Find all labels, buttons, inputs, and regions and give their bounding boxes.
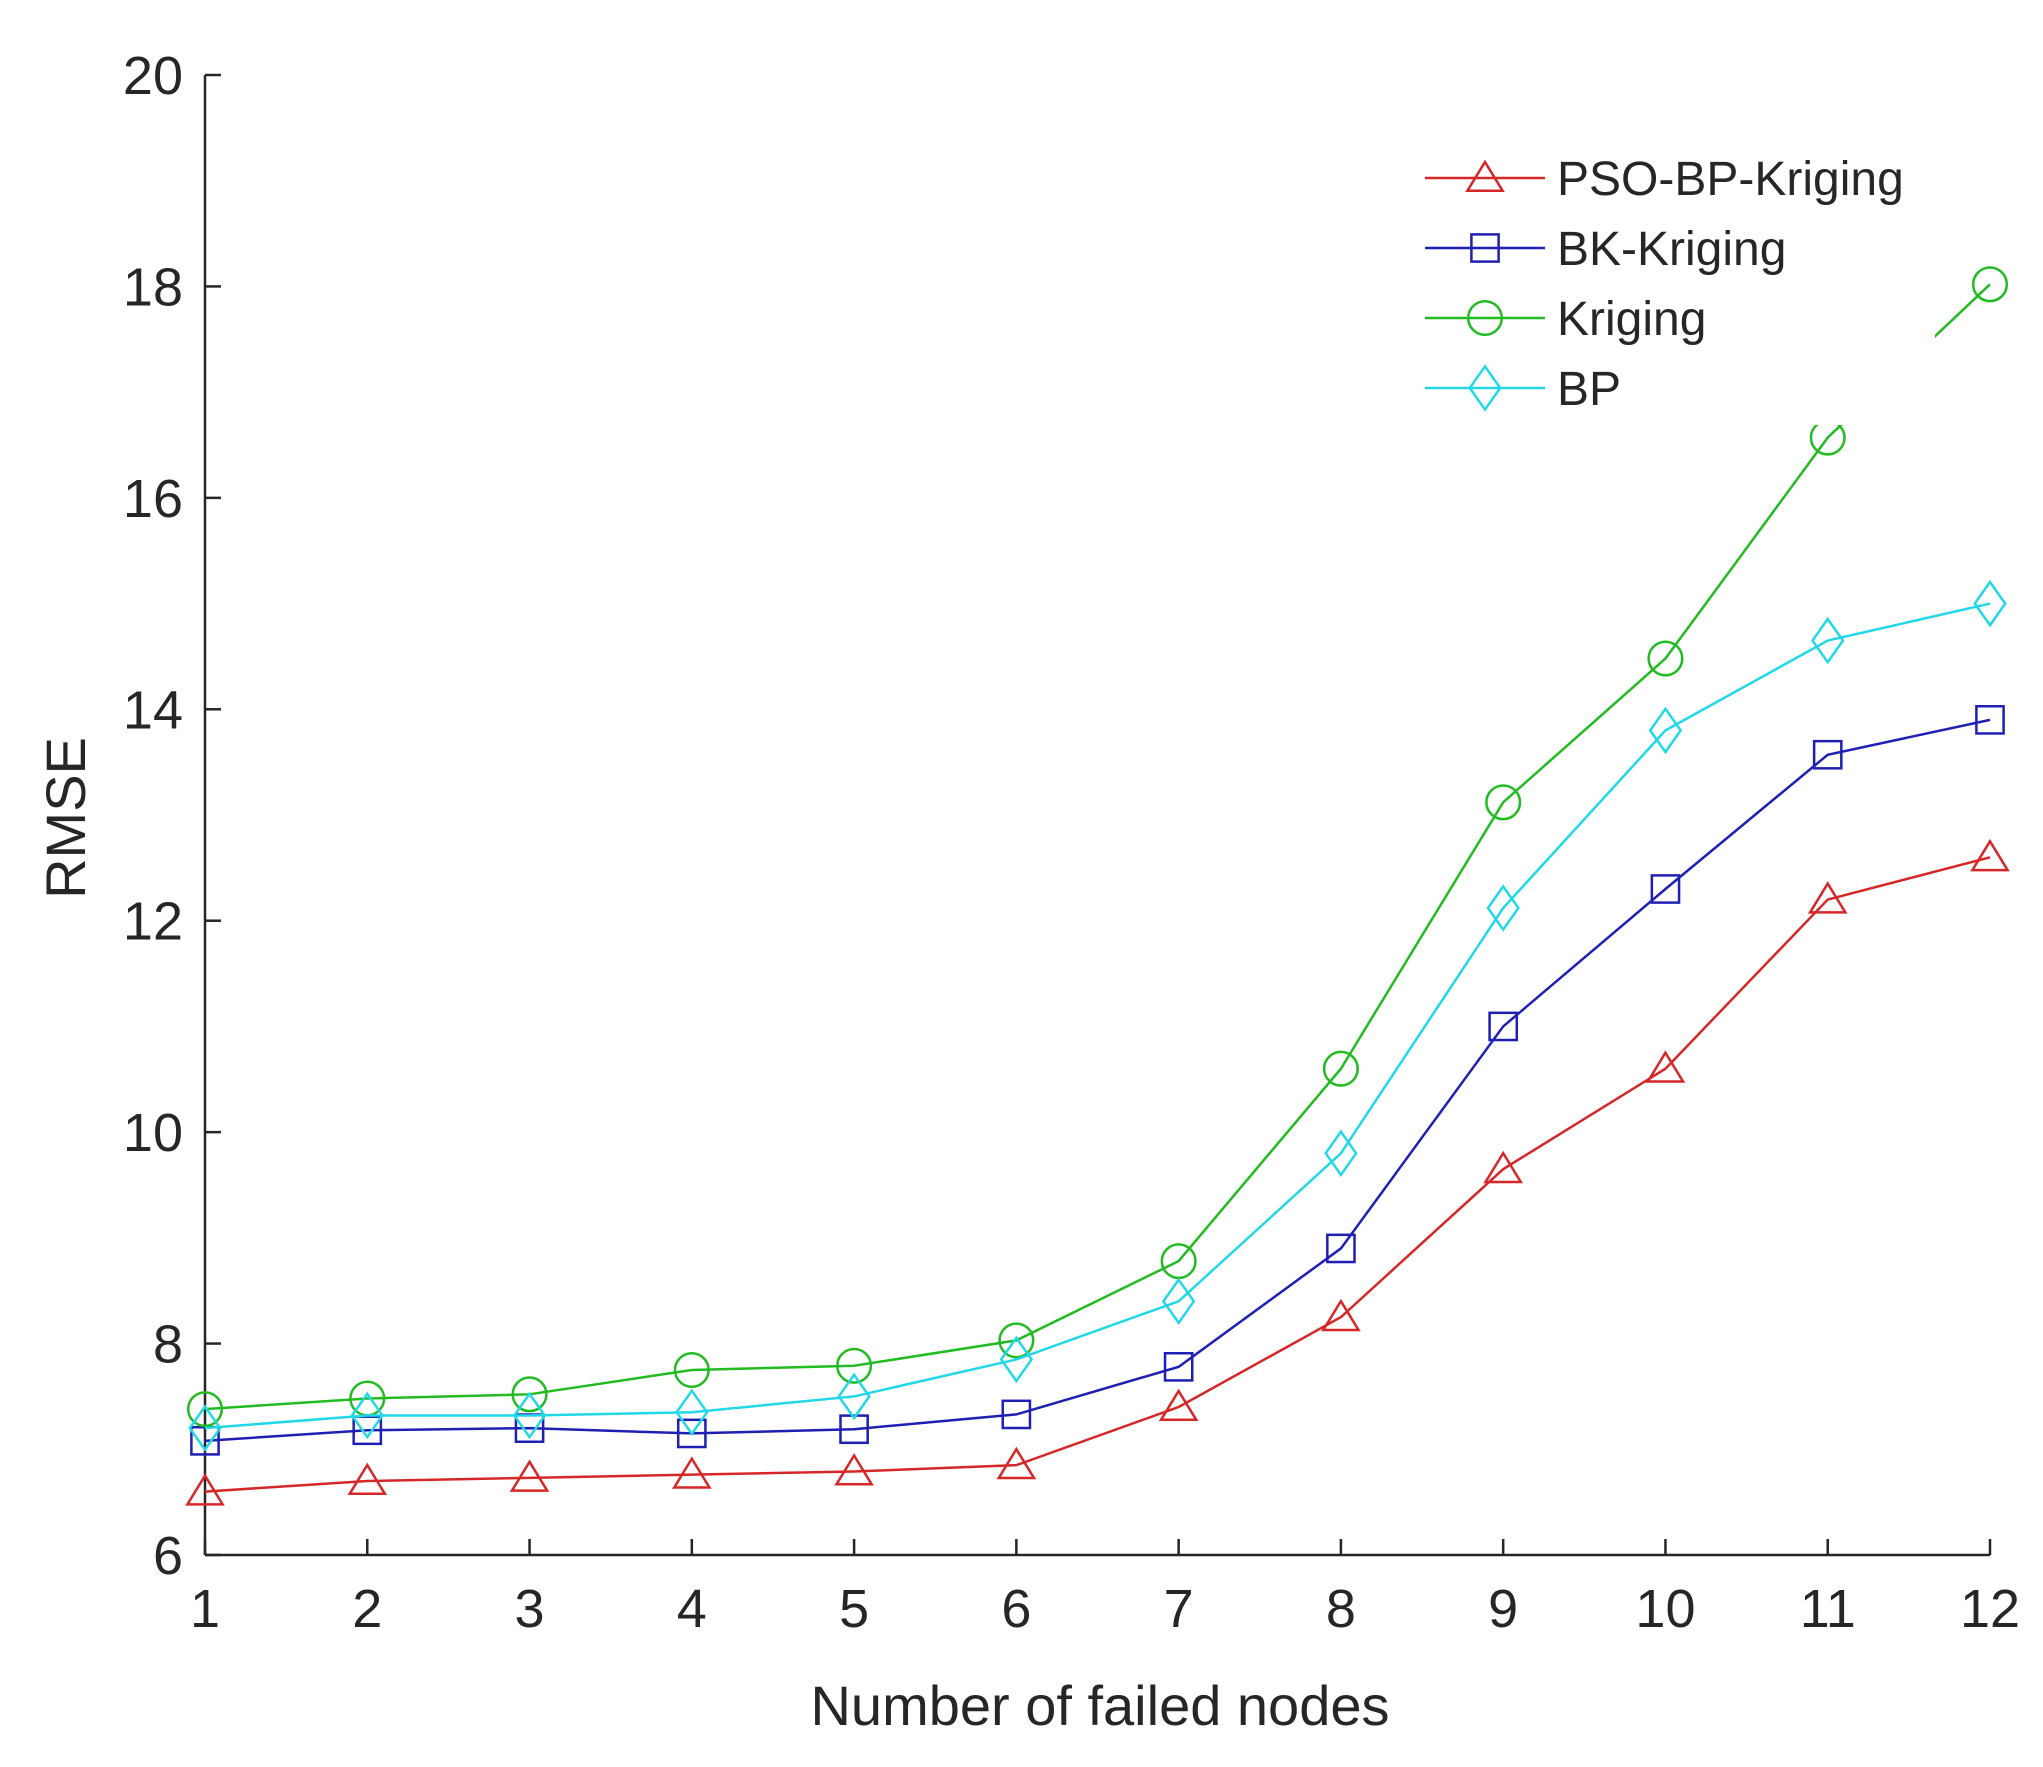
- data-point: [676, 1418, 707, 1449]
- x-tick-label: 11: [1800, 1579, 1856, 1639]
- data-point: [1321, 1298, 1361, 1332]
- data-point: [347, 1462, 388, 1496]
- legend-marker: [1468, 364, 1502, 412]
- x-tick-label: 8: [1326, 1579, 1356, 1639]
- data-point: [1488, 1011, 1519, 1042]
- data-point: [996, 1446, 1037, 1480]
- y-tick-label: 14: [123, 680, 183, 740]
- data-point: [675, 1388, 709, 1437]
- x-tick-label: 10: [1635, 1579, 1695, 1639]
- data-point: [1812, 739, 1843, 770]
- data-point: [1975, 705, 2005, 735]
- data-point: [1650, 874, 1681, 904]
- legend-item: BK-Kriging: [1425, 223, 1786, 276]
- data-point: [1001, 1399, 1032, 1430]
- y-tick-label: 12: [123, 892, 183, 952]
- legend-box: [1415, 135, 1935, 425]
- data-point: [673, 1351, 710, 1389]
- data-point: [350, 1391, 385, 1440]
- y-tick-label: 20: [123, 46, 183, 106]
- legend-label: Kriging: [1557, 293, 1706, 346]
- data-point: [1647, 640, 1684, 677]
- legend-label: PSO-BP-Kriging: [1557, 153, 1904, 206]
- y-tick-label: 10: [123, 1103, 183, 1163]
- data-point: [1971, 266, 2009, 303]
- data-point: [188, 1404, 222, 1452]
- data-point: [1483, 1150, 1524, 1184]
- series-line: [204, 602, 1991, 1430]
- legend-marker: [1465, 159, 1505, 193]
- data-point: [837, 1372, 871, 1421]
- data-point: [1163, 1351, 1194, 1382]
- series-bk-kriging: [190, 705, 2005, 1456]
- series-line: [204, 856, 1991, 1493]
- data-point: [999, 1335, 1034, 1384]
- legend-label: BP: [1557, 363, 1621, 416]
- data-point: [1324, 1129, 1358, 1178]
- x-tick-label: 3: [515, 1579, 545, 1639]
- data-point: [1322, 1050, 1359, 1087]
- data-point: [511, 1376, 548, 1413]
- series-line: [204, 283, 1991, 1411]
- series-bp: [188, 579, 2007, 1452]
- data-point: [1810, 616, 1845, 665]
- data-point: [1326, 1233, 1356, 1264]
- x-tick-label: 9: [1488, 1579, 1518, 1639]
- data-point: [512, 1391, 547, 1440]
- series-kriging: [186, 266, 2009, 1428]
- legend-item: PSO-BP-Kriging: [1425, 153, 1904, 206]
- data-point: [1970, 838, 2010, 872]
- y-tick-label: 18: [123, 257, 183, 317]
- series-pso-bp-kriging: [185, 838, 2010, 1506]
- data-point: [839, 1414, 869, 1445]
- y-tick-label: 6: [153, 1526, 183, 1586]
- data-point: [834, 1453, 874, 1486]
- series-lines: [185, 266, 2010, 1506]
- data-point: [1485, 784, 1522, 821]
- axes: [203, 75, 1990, 1557]
- legend: PSO-BP-Kriging BK-Kriging Kriging BP: [1415, 135, 1935, 425]
- data-point: [186, 1391, 224, 1428]
- x-tick-label: 5: [839, 1579, 869, 1639]
- data-point: [998, 1322, 1035, 1359]
- x-tick-label: 12: [1960, 1579, 2020, 1639]
- data-point: [509, 1459, 550, 1492]
- x-tick-label: 7: [1164, 1579, 1194, 1639]
- legend-item: BP: [1425, 363, 1621, 416]
- legend-marker: [1470, 233, 1500, 263]
- legend-item: Kriging: [1425, 293, 1706, 346]
- x-tick-label: 2: [352, 1579, 382, 1639]
- x-tick-label: 4: [677, 1579, 707, 1639]
- y-tick-label: 8: [153, 1315, 183, 1375]
- data-point: [1486, 884, 1520, 932]
- x-tick-label: 1: [190, 1579, 220, 1639]
- data-point: [1648, 706, 1683, 755]
- data-point: [1645, 1050, 1686, 1083]
- x-tick-label: 6: [1001, 1579, 1031, 1639]
- y-axis-title: RMSE: [34, 737, 97, 899]
- legend-label: BK-Kriging: [1557, 223, 1786, 276]
- x-axis-title: Number of failed nodes: [810, 1674, 1389, 1737]
- legend-marker: [1466, 299, 1504, 337]
- data-point: [1807, 881, 1848, 914]
- y-tick-label: 16: [123, 469, 183, 529]
- data-point: [1161, 1277, 1196, 1326]
- data-point: [185, 1473, 225, 1506]
- data-point: [1158, 1388, 1199, 1422]
- series-line: [204, 718, 1991, 1443]
- data-point: [836, 1347, 873, 1384]
- data-point: [671, 1456, 712, 1489]
- data-point: [1973, 579, 2007, 628]
